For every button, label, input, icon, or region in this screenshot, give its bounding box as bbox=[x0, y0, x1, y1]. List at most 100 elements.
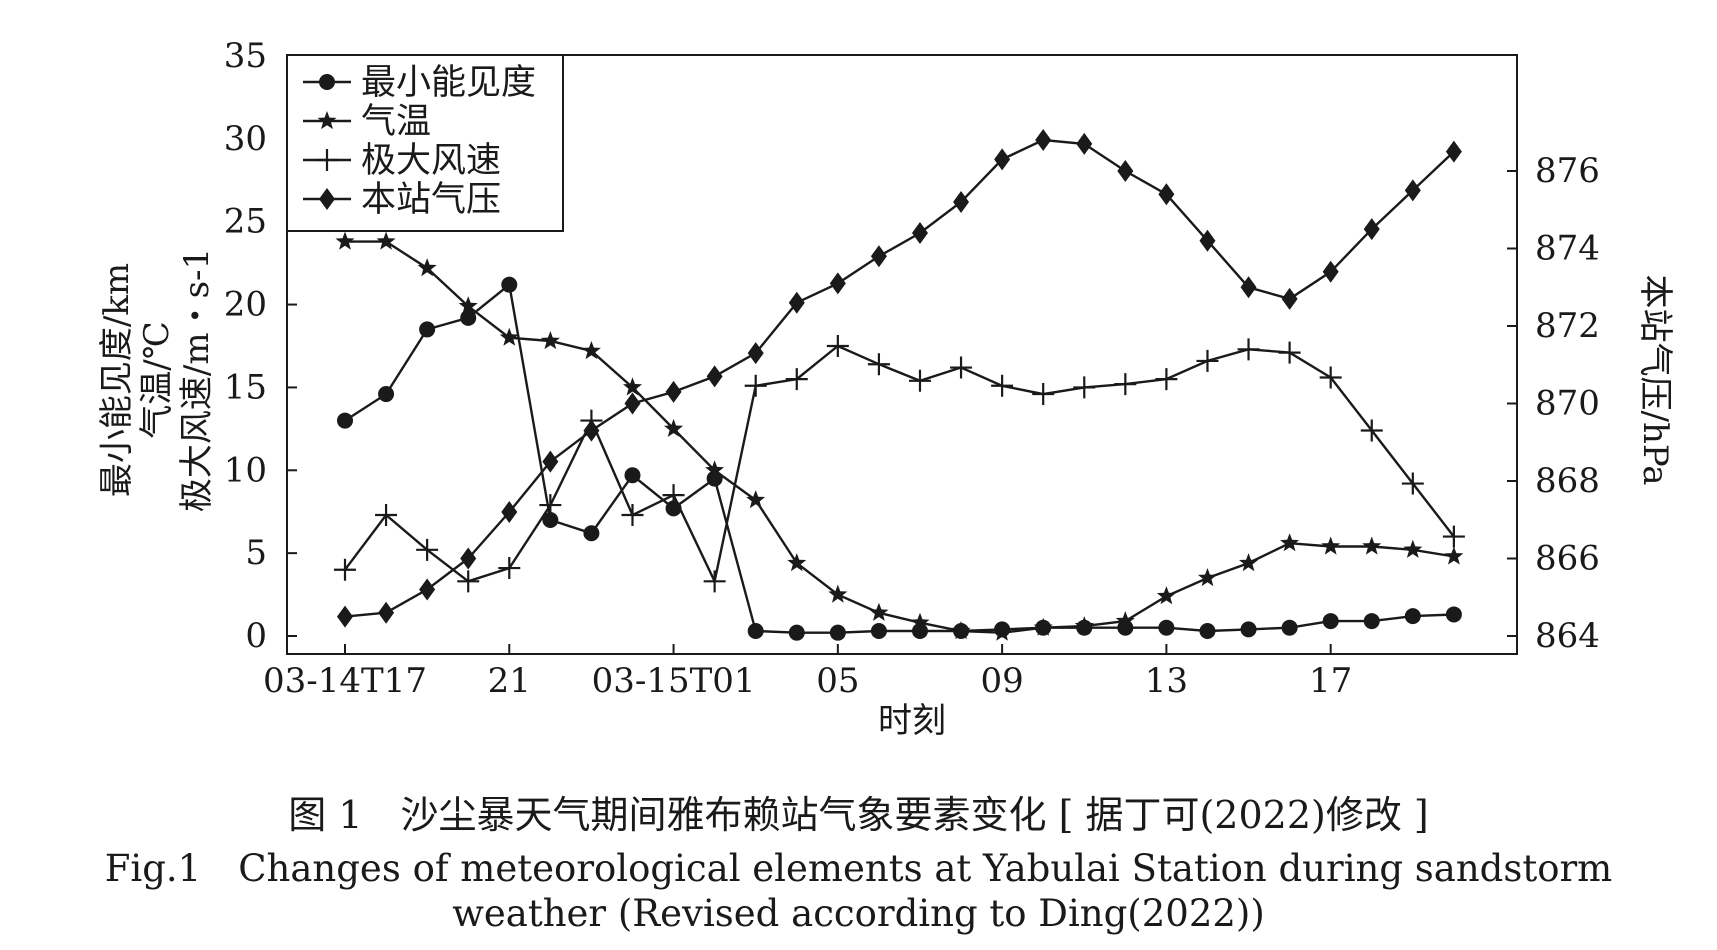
series-station-pressure bbox=[337, 129, 1462, 628]
station-pressure-point bbox=[747, 342, 764, 365]
max-wind-speed-point bbox=[1155, 368, 1178, 391]
station-pressure-point bbox=[1076, 132, 1093, 155]
series-max-wind-speed bbox=[334, 335, 1465, 593]
station-pressure-point bbox=[1035, 129, 1052, 151]
max-wind-speed-point bbox=[991, 374, 1014, 397]
legend-item-max-wind-speed: 极大风速 bbox=[303, 141, 501, 181]
legend-label: 最小能见度 bbox=[361, 63, 536, 103]
temperature-point bbox=[1362, 536, 1382, 555]
visibility-point bbox=[460, 309, 477, 326]
max-wind-speed-point bbox=[1278, 341, 1301, 364]
station-pressure-point bbox=[542, 450, 559, 473]
x-axis-label: 时刻 bbox=[878, 701, 946, 741]
max-wind-speed-point bbox=[1114, 373, 1137, 396]
temperature-point bbox=[787, 553, 807, 572]
station-pressure-point bbox=[1117, 160, 1134, 182]
station-pressure-point bbox=[1199, 229, 1216, 252]
max-wind-speed-line bbox=[344, 344, 1455, 586]
plot-frame bbox=[286, 54, 1518, 655]
right-tick-label: 866 bbox=[1535, 539, 1600, 579]
left-tick-label: 20 bbox=[224, 285, 267, 325]
max-wind-speed-point bbox=[703, 570, 726, 593]
right-tick-label: 872 bbox=[1535, 306, 1600, 346]
temperature-point bbox=[664, 418, 684, 437]
temperature-line bbox=[345, 240, 1455, 634]
max-wind-speed-point bbox=[1032, 383, 1055, 406]
series-group bbox=[334, 129, 1465, 641]
visibility-point bbox=[1158, 619, 1175, 636]
temperature-point bbox=[869, 602, 889, 621]
visibility-point bbox=[624, 467, 641, 484]
temperature-point bbox=[705, 460, 725, 479]
station-pressure-point bbox=[788, 291, 805, 314]
max-wind-speed-point bbox=[867, 353, 890, 376]
temperature-point bbox=[540, 331, 560, 350]
temperature-point bbox=[951, 621, 971, 640]
max-wind-speed-point bbox=[416, 538, 439, 561]
x-axis: 03-14T17 21 03-15T01 05 09 13 17 bbox=[263, 644, 1352, 701]
legend-item-temperature: 气温 bbox=[303, 102, 431, 142]
temperature-point bbox=[376, 231, 396, 250]
max-wind-speed-point bbox=[1442, 525, 1465, 548]
station-pressure-point bbox=[460, 547, 477, 570]
max-wind-speed-point bbox=[1401, 472, 1424, 495]
x-tick-label: 21 bbox=[488, 661, 531, 701]
max-wind-speed-point bbox=[334, 558, 356, 581]
right-tick-label: 864 bbox=[1535, 616, 1600, 656]
visibility-point bbox=[583, 525, 600, 542]
temperature-point bbox=[1198, 568, 1217, 587]
right-tick-label: 874 bbox=[1535, 229, 1600, 269]
station-pressure-point bbox=[1322, 260, 1339, 283]
station-pressure-point bbox=[1240, 276, 1257, 299]
legend-max-wind-speed-marker bbox=[316, 149, 338, 171]
temperature-point bbox=[992, 622, 1012, 641]
max-wind-speed-point bbox=[785, 368, 808, 391]
x-tick-label: 09 bbox=[980, 661, 1023, 701]
station-pressure-point bbox=[1404, 179, 1421, 202]
legend-station-pressure-marker bbox=[319, 188, 335, 210]
max-wind-speed-point bbox=[662, 484, 685, 507]
max-wind-speed-point bbox=[1196, 349, 1219, 372]
max-wind-speed-point bbox=[375, 504, 398, 527]
max-wind-speed-point bbox=[908, 369, 931, 392]
station-pressure-point bbox=[994, 148, 1011, 171]
temperature-point bbox=[623, 377, 642, 396]
max-wind-speed-point bbox=[1073, 376, 1096, 399]
station-pressure-point bbox=[953, 191, 970, 213]
x-tick-label: 03-14T17 bbox=[263, 661, 427, 701]
left-tick-label: 35 bbox=[224, 36, 267, 76]
temperature-point bbox=[1280, 533, 1300, 552]
visibility-point bbox=[337, 412, 353, 429]
temperature-point bbox=[828, 584, 848, 603]
series-temperature bbox=[335, 231, 1464, 641]
station-pressure-point bbox=[624, 392, 641, 415]
temperature-point bbox=[1403, 539, 1423, 558]
x-tick-label: 05 bbox=[816, 661, 859, 701]
max-wind-speed-point bbox=[498, 557, 521, 580]
temperature-point bbox=[746, 490, 766, 509]
right-axis-label: 本站气压/hPa bbox=[1635, 275, 1675, 486]
station-pressure-point bbox=[665, 380, 682, 403]
legend-item-station-pressure: 本站气压 bbox=[303, 180, 501, 220]
visibility-point bbox=[829, 624, 846, 641]
temperature-point bbox=[499, 327, 519, 346]
legend-label: 极大风速 bbox=[361, 141, 501, 181]
visibility-point bbox=[1404, 608, 1421, 625]
visibility-point bbox=[542, 512, 559, 528]
temperature-point bbox=[1321, 536, 1341, 555]
station-pressure-point bbox=[501, 501, 518, 523]
legend-label: 气温 bbox=[361, 102, 431, 142]
series-visibility bbox=[337, 276, 1462, 641]
temperature-point bbox=[1115, 611, 1135, 630]
max-wind-speed-point bbox=[539, 494, 562, 517]
legend-temperature-marker bbox=[317, 111, 337, 130]
left-axis-label-line: 气温/℃ bbox=[137, 321, 177, 439]
max-wind-speed-point bbox=[1237, 338, 1260, 361]
temperature-point bbox=[417, 258, 437, 277]
visibility-point bbox=[1281, 619, 1298, 636]
legend-visibility-marker bbox=[319, 74, 335, 90]
left-tick-label: 15 bbox=[224, 367, 267, 407]
right-tick-label: 870 bbox=[1535, 384, 1600, 424]
